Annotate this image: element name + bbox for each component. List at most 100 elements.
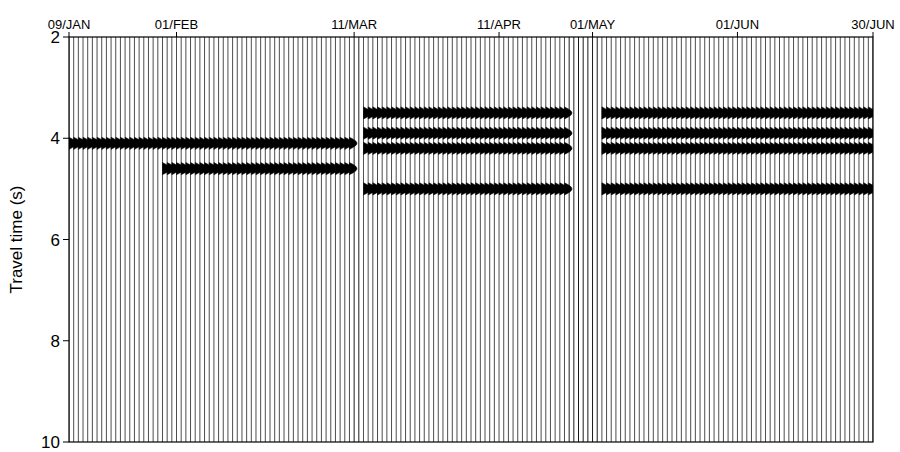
trace [826, 37, 827, 442]
trace [672, 37, 673, 442]
trace [854, 37, 855, 442]
trace [746, 37, 747, 442]
trace [639, 37, 640, 442]
trace [288, 37, 289, 442]
trace [424, 37, 425, 442]
trace [686, 37, 687, 442]
trace [97, 37, 98, 442]
trace [372, 37, 373, 442]
trace [428, 37, 429, 442]
dead-trace [578, 37, 579, 442]
trace [704, 37, 705, 442]
trace [858, 37, 859, 442]
y-tick-label: 8 [51, 332, 60, 351]
trace [536, 37, 537, 442]
trace [863, 37, 864, 442]
trace [447, 37, 448, 442]
trace [410, 37, 411, 442]
trace [195, 37, 196, 442]
trace [433, 37, 434, 442]
trace [419, 37, 420, 442]
trace [475, 37, 476, 442]
trace [176, 37, 177, 442]
trace [667, 37, 668, 442]
arrival-lobe [564, 142, 571, 154]
trace [564, 37, 565, 442]
y-axis-title: Travel time (s) [7, 186, 26, 294]
trace [218, 37, 219, 442]
trace [485, 37, 486, 442]
trace [344, 37, 345, 442]
trace [265, 37, 266, 442]
trace [615, 37, 616, 442]
trace [714, 37, 715, 442]
trace [153, 37, 154, 442]
y-tick-label: 10 [41, 433, 60, 452]
trace [774, 37, 775, 442]
trace [816, 37, 817, 442]
trace [340, 37, 341, 442]
trace [377, 37, 378, 442]
trace [531, 37, 532, 442]
trace [611, 37, 612, 442]
trace [405, 37, 406, 442]
trace [770, 37, 771, 442]
trace [793, 37, 794, 442]
trace [709, 37, 710, 442]
arrival-lobe [868, 107, 873, 119]
trace [181, 37, 182, 442]
trace [559, 37, 560, 442]
trace [92, 37, 93, 442]
trace [756, 37, 757, 442]
trace [550, 37, 551, 442]
dead-trace [354, 37, 355, 442]
x-tick-label: 01/MAY [570, 17, 616, 32]
x-tick [499, 32, 500, 37]
trace [382, 37, 383, 442]
x-tick-label: 30/JUN [851, 17, 894, 32]
trace [298, 37, 299, 442]
trace [386, 37, 387, 442]
trace [162, 37, 163, 442]
trace [508, 37, 509, 442]
trace [835, 37, 836, 442]
trace [844, 37, 845, 442]
trace [237, 37, 238, 442]
trace [657, 37, 658, 442]
y-tick [63, 340, 69, 341]
trace [167, 37, 168, 442]
trace [349, 37, 350, 442]
trace [442, 37, 443, 442]
trace [279, 37, 280, 442]
trace [129, 37, 130, 442]
arrival-lobe [349, 137, 356, 149]
trace [396, 37, 397, 442]
trace [414, 37, 415, 442]
trace [681, 37, 682, 442]
trace [232, 37, 233, 442]
trace [321, 37, 322, 442]
x-tick [176, 32, 177, 37]
trace [723, 37, 724, 442]
trace [868, 37, 869, 442]
x-tick [354, 32, 355, 37]
trace [87, 37, 88, 442]
trace [335, 37, 336, 442]
trace [802, 37, 803, 442]
trace [625, 37, 626, 442]
trace [629, 37, 630, 442]
trace [494, 37, 495, 442]
arrival-lobe [868, 142, 873, 154]
chart: 09/JAN01/FEB11/MAR11/APR01/MAY01/JUN30/J… [0, 0, 900, 452]
y-tick [63, 138, 69, 139]
dead-trace [573, 37, 574, 442]
trace [157, 37, 158, 442]
trace [125, 37, 126, 442]
trace [765, 37, 766, 442]
x-tick-label: 11/APR [477, 17, 521, 32]
dead-trace [583, 37, 584, 442]
trace [227, 37, 228, 442]
trace [368, 37, 369, 442]
arrival-lobe [564, 107, 571, 119]
trace [840, 37, 841, 442]
